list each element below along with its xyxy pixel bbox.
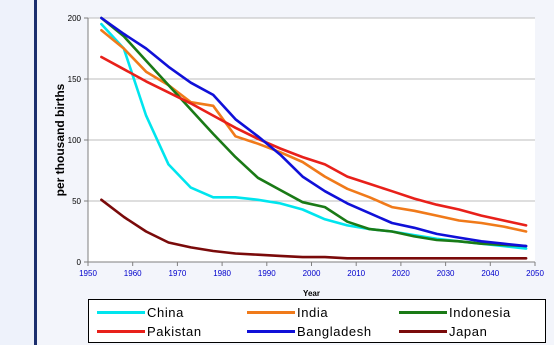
y-tick-label: 50	[72, 197, 81, 206]
legend-label-bangladesh: Bangladesh	[297, 323, 372, 339]
legend-item-indonesia: Indonesia	[399, 302, 511, 322]
y-axis-label: per thousand births	[53, 83, 67, 196]
x-tick-label: 2020	[392, 269, 410, 278]
legend-label-india: India	[297, 304, 329, 320]
legend-item-china: China	[97, 302, 184, 322]
y-tick-label: 100	[68, 136, 82, 145]
legend-label-indonesia: Indonesia	[449, 304, 511, 320]
x-tick-label: 1980	[213, 269, 231, 278]
legend-label-pakistan: Pakistan	[147, 323, 202, 339]
y-tick-label: 0	[77, 258, 82, 267]
legend-swatch-pakistan	[97, 329, 145, 333]
series-line-japan	[100, 198, 528, 260]
legend-swatch-india	[247, 310, 295, 314]
legend: China India Indonesia Pakistan Banglades…	[88, 299, 546, 343]
legend-swatch-china	[97, 310, 145, 314]
y-tick-label: 150	[68, 75, 82, 84]
legend-swatch-bangladesh	[247, 329, 295, 333]
x-tick-label: 2010	[347, 269, 365, 278]
legend-item-pakistan: Pakistan	[97, 321, 202, 341]
x-tick-label: 2000	[303, 269, 321, 278]
legend-swatch-japan	[399, 329, 447, 333]
series-line-indonesia	[100, 16, 528, 248]
legend-item-bangladesh: Bangladesh	[247, 321, 372, 341]
series-lines	[100, 16, 528, 260]
x-axis-label: Year	[303, 289, 320, 298]
x-tick-label: 1960	[124, 269, 142, 278]
x-tick-label: 2040	[481, 269, 499, 278]
x-tick-label: 1990	[258, 269, 276, 278]
series-line-bangladesh	[100, 16, 528, 248]
y-tick-label: 200	[68, 14, 82, 23]
x-tick-label: 1970	[169, 269, 187, 278]
legend-swatch-indonesia	[399, 310, 447, 314]
x-tick-label: 1950	[79, 269, 97, 278]
legend-item-india: India	[247, 302, 328, 322]
series-line-pakistan	[100, 55, 528, 227]
axes: 0 50 100 150 200 1950 1960 1970 1980 1990 2000 2010…	[68, 14, 545, 278]
legend-label-japan: Japan	[449, 323, 488, 339]
x-tick-label: 2050	[526, 269, 544, 278]
left-border-rule	[34, 0, 37, 345]
legend-item-japan: Japan	[399, 321, 487, 341]
legend-label-china: China	[147, 304, 184, 320]
x-tick-label: 2030	[437, 269, 455, 278]
